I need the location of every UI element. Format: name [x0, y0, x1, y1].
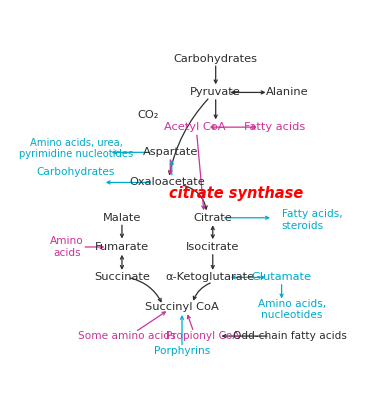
Text: Carbohydrates: Carbohydrates [36, 167, 114, 177]
Text: Acetyl CoA: Acetyl CoA [164, 122, 226, 132]
Text: Pyruvate: Pyruvate [190, 87, 241, 97]
Text: CO₂: CO₂ [138, 110, 159, 120]
Text: Propionyl CoA: Propionyl CoA [166, 331, 239, 341]
Text: Fumarate: Fumarate [95, 242, 149, 252]
Text: Amino acids,
nucleotides: Amino acids, nucleotides [258, 299, 326, 320]
Text: Carbohydrates: Carbohydrates [174, 53, 258, 63]
Text: Aspartate: Aspartate [143, 147, 198, 157]
Text: Amino acids, urea,
pyrimidine nucleotides: Amino acids, urea, pyrimidine nucleotide… [19, 138, 134, 160]
Text: Fatty acids,
steroids: Fatty acids, steroids [282, 209, 342, 231]
Text: Glutamate: Glutamate [252, 273, 311, 282]
Text: Amino
acids: Amino acids [50, 236, 84, 258]
Text: Alanine: Alanine [266, 87, 309, 97]
Text: Isocitrate: Isocitrate [186, 242, 239, 252]
Text: Succinyl CoA: Succinyl CoA [145, 302, 219, 312]
Text: Malate: Malate [103, 213, 141, 223]
Text: Oxaloacetate: Oxaloacetate [130, 178, 205, 188]
Text: Some amino acids: Some amino acids [77, 331, 175, 341]
Text: Succinate: Succinate [94, 273, 150, 282]
Text: Porphyrins: Porphyrins [154, 346, 210, 356]
Text: Odd-chain fatty acids: Odd-chain fatty acids [234, 331, 347, 341]
Text: Citrate: Citrate [194, 213, 232, 223]
Text: citrate synthase: citrate synthase [169, 186, 303, 201]
Text: Fatty acids: Fatty acids [244, 122, 305, 132]
Text: α-Ketoglutarate: α-Ketoglutarate [165, 273, 254, 282]
